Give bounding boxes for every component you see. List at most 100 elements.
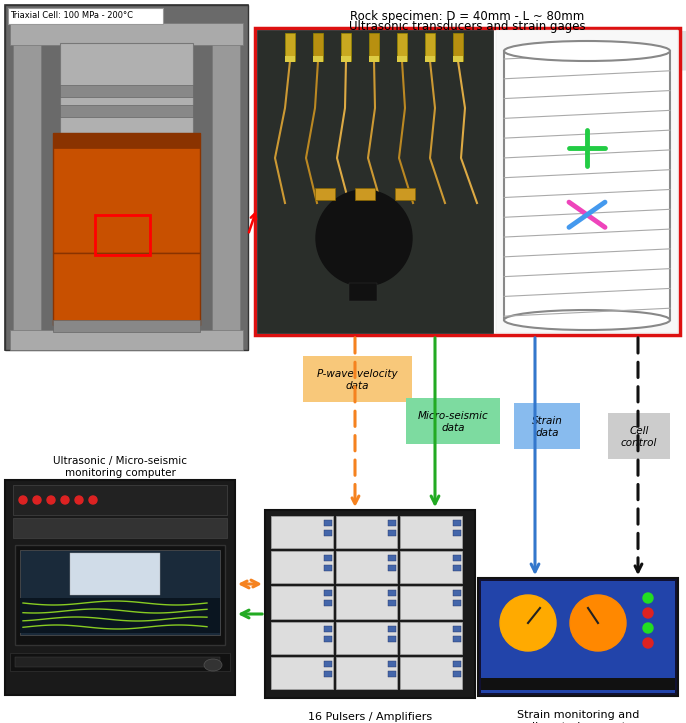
Bar [324,555,331,561]
Bar [388,555,397,561]
Bar [324,591,331,596]
Bar [453,600,461,607]
Bar [5,480,235,695]
Bar [53,133,200,148]
Bar [481,581,675,693]
Circle shape [19,496,27,504]
Ellipse shape [504,41,670,61]
Circle shape [570,595,626,651]
Bar [20,598,220,633]
Bar [496,30,678,333]
Bar [504,51,670,320]
Bar [257,30,493,333]
Bar [388,591,397,596]
Bar [271,551,333,583]
Circle shape [75,496,83,504]
Bar [10,23,243,45]
Text: Ultrasonic / Micro-seismic
monitoring computer: Ultrasonic / Micro-seismic monitoring co… [53,456,187,478]
Bar [401,586,462,619]
Bar [255,28,680,335]
Bar [453,625,461,632]
Bar [5,5,248,350]
Text: Cell
control: Cell control [621,426,657,448]
Bar [401,656,462,689]
Bar [265,510,475,698]
Bar [388,636,397,641]
FancyBboxPatch shape [608,413,670,459]
Bar [388,600,397,607]
Bar [425,33,435,61]
Ellipse shape [504,310,670,330]
Bar [341,33,351,61]
Bar [324,530,331,536]
Bar [10,330,243,350]
Bar [324,600,331,607]
Bar [453,33,463,61]
Bar [70,553,160,595]
Bar [212,25,240,345]
Bar [388,625,397,632]
Bar [8,8,163,24]
Bar [335,586,397,619]
Bar [453,565,461,571]
Circle shape [643,638,653,648]
Bar [355,188,375,200]
Text: 16 Pulsers / Amplifiers: 16 Pulsers / Amplifiers [308,712,432,722]
Bar [401,622,462,654]
Bar [313,56,323,62]
Circle shape [89,496,97,504]
Bar [53,253,200,325]
Circle shape [643,608,653,618]
Bar [369,33,379,61]
Bar [397,56,407,62]
Bar [60,105,193,117]
Bar [324,671,331,677]
Circle shape [500,595,556,651]
Bar [453,520,461,526]
Bar [271,586,333,619]
Bar [285,56,295,62]
Bar [388,661,397,667]
Bar [401,551,462,583]
Bar [13,518,227,538]
Bar [388,520,397,526]
Bar [324,636,331,641]
Bar [313,33,323,61]
Circle shape [47,496,55,504]
Bar [335,656,397,689]
Circle shape [316,190,412,286]
Bar [453,661,461,667]
Bar [453,671,461,677]
Bar [341,56,351,62]
Text: Triaxial Cell: 100 MPa - 200°C: Triaxial Cell: 100 MPa - 200°C [10,12,133,20]
Bar [478,578,678,696]
Text: Ultrasonic transducers and strain gages: Ultrasonic transducers and strain gages [349,20,586,33]
Bar [453,56,463,62]
Bar [15,657,220,667]
Circle shape [643,593,653,603]
Text: Strain
data: Strain data [532,416,563,438]
Bar [271,622,333,654]
Bar [13,485,227,515]
Bar [10,653,230,671]
Bar [388,530,397,536]
Bar [60,43,193,133]
Bar [335,516,397,548]
Text: Strain monitoring and
cell control computer: Strain monitoring and cell control compu… [517,710,639,723]
Bar [481,678,675,690]
Ellipse shape [204,659,222,671]
Bar [401,516,462,548]
Bar [335,551,397,583]
Bar [53,133,200,253]
Bar [53,320,200,332]
Bar [397,33,407,61]
Bar [388,565,397,571]
Bar [5,5,248,350]
Bar [324,661,331,667]
Bar [335,622,397,654]
Bar [388,671,397,677]
Bar [369,56,379,62]
Bar [271,516,333,548]
Bar [15,545,225,645]
Bar [324,565,331,571]
